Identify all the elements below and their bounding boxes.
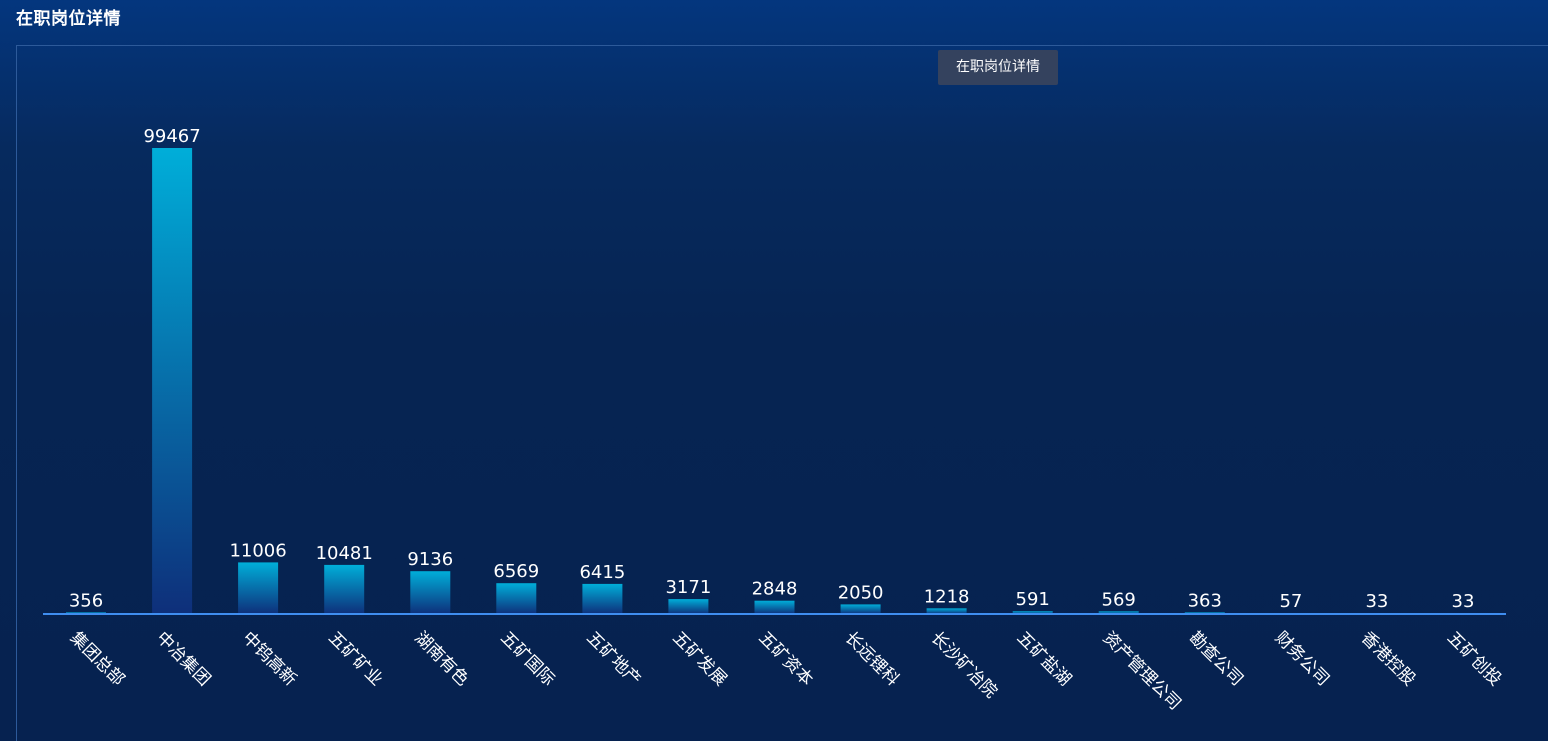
x-tick-label: 五矿矿业 [324, 628, 386, 690]
bars-layer [66, 148, 1483, 614]
x-tick-label: 中钨高新 [238, 628, 300, 690]
x-tick-label: 五矿盐湖 [1013, 628, 1075, 690]
bar-value-label: 591 [1016, 589, 1050, 610]
bar[interactable] [668, 599, 709, 614]
bar[interactable] [324, 564, 365, 614]
tick-labels-layer: 集团总部 中冶集团 中钨高新 五矿矿业 湖南有色 五矿国际 五矿地产 五矿发展 五矿资本 长远锂科… [66, 628, 1505, 714]
x-tick-label: 五矿国际 [496, 628, 558, 690]
x-tick-label: 集团总部 [66, 628, 128, 690]
legend-item[interactable]: 在职岗位详情 [938, 50, 1058, 85]
x-tick-label: 湖南有色 [410, 628, 472, 690]
x-tick-label: 勘查公司 [1185, 628, 1247, 690]
bar-value-label: 99467 [143, 126, 200, 147]
bar-value-label: 3171 [665, 577, 711, 598]
bar[interactable] [926, 608, 967, 614]
x-tick-label: 财务公司 [1271, 628, 1333, 690]
bar-value-label: 356 [69, 590, 103, 611]
bar-value-label: 9136 [407, 549, 453, 570]
x-tick-label: 五矿地产 [582, 628, 644, 690]
bar[interactable] [840, 604, 881, 614]
bar-value-label: 10481 [316, 543, 373, 564]
x-tick-label: 资产管理公司 [1099, 628, 1185, 714]
bar-value-label: 6415 [579, 562, 625, 583]
bar-value-label: 569 [1102, 589, 1136, 610]
bar-value-label: 57 [1279, 591, 1302, 612]
x-tick-label: 五矿发展 [668, 628, 730, 690]
bar-value-label: 2848 [752, 579, 798, 600]
bar[interactable] [1012, 611, 1053, 614]
x-tick-label: 长远锂科 [841, 628, 903, 690]
bar[interactable] [1098, 611, 1139, 614]
bar-value-label: 2050 [838, 582, 884, 603]
bar-value-label: 33 [1365, 591, 1388, 612]
bar-value-label: 6569 [493, 561, 539, 582]
bar[interactable] [152, 148, 193, 614]
bar[interactable] [238, 562, 279, 614]
value-labels-layer: 356 99467 11006 10481 9136 6569 6415 3171 2848 20… [69, 126, 1475, 612]
bar[interactable] [410, 571, 451, 614]
bar-value-label: 363 [1188, 590, 1222, 611]
bar-value-label: 33 [1452, 591, 1475, 612]
bar-value-label: 11006 [229, 540, 286, 561]
x-tick-label: 香港控股 [1357, 628, 1419, 690]
bar[interactable] [582, 583, 623, 614]
x-tick-label: 中冶集团 [152, 628, 214, 690]
page-title: 在职岗位详情 [16, 9, 121, 29]
bar-value-label: 1218 [924, 586, 970, 607]
bar[interactable] [754, 600, 795, 614]
x-tick-label: 长沙矿冶院 [927, 628, 1001, 702]
x-tick-label: 五矿资本 [754, 628, 816, 690]
chart-panel [16, 45, 1548, 741]
x-tick-label: 五矿创投 [1443, 628, 1505, 690]
bar[interactable] [496, 583, 537, 614]
